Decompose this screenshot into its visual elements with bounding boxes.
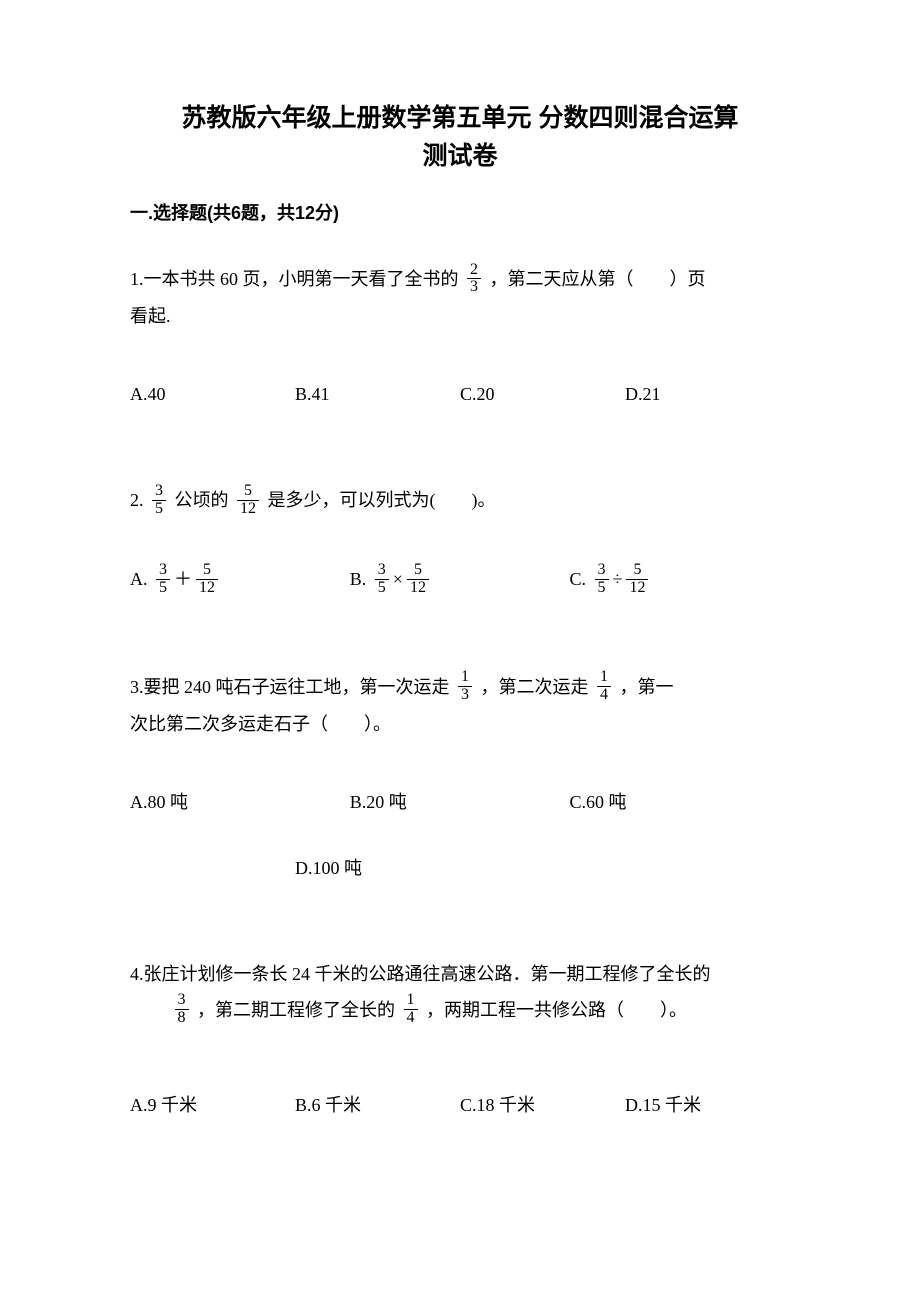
q2-optB-f1: 3 5 <box>375 562 389 597</box>
q2-optC-f2: 5 12 <box>626 562 648 597</box>
title-line-1: 苏教版六年级上册数学第五单元 分数四则混合运算 <box>130 100 790 138</box>
q1-text-a: 1.一本书共 60 页，小明第一天看了全书的 <box>130 269 459 289</box>
q3-fraction-2: 1 4 <box>597 669 611 704</box>
q2-optA-f2: 5 12 <box>196 562 218 597</box>
q2-optA-f1: 3 5 <box>156 562 170 597</box>
section-1-header: 一.选择题(共6题，共12分) <box>130 199 790 225</box>
q1-option-c: C.20 <box>460 376 625 412</box>
q2-text: 2. 3 5 公顷的 5 12 是多少，可以列式为( )。 <box>130 482 790 519</box>
q1-options: A.40 B.41 C.20 D.21 <box>130 376 790 412</box>
q3-text-a: 3.要把 240 吨石子运往工地，第一次运走 <box>130 677 450 697</box>
title-line-2: 测试卷 <box>130 138 790 176</box>
q3-text: 3.要把 240 吨石子运往工地，第一次运走 1 3 ，第二次运走 1 4 ，第… <box>130 669 790 742</box>
q3-text-c: ，第一 <box>620 677 674 697</box>
q4-option-c: C.18 千米 <box>460 1087 625 1123</box>
q2-option-b: B. 3 5 × 5 12 <box>350 561 570 598</box>
q3-fraction-1: 1 3 <box>458 669 472 704</box>
q4-option-d: D.15 千米 <box>625 1087 790 1123</box>
q4-text: 4.张庄计划修一条长 24 千米的公路通往高速公路．第一期工程修了全长的 3 8… <box>130 956 790 1029</box>
q1-text-b: ，第二天应从第（ ）页 <box>490 269 706 289</box>
q3-option-b: B.20 吨 <box>350 784 570 820</box>
q4-option-b: B.6 千米 <box>295 1087 460 1123</box>
q2-option-c: C. 3 5 ÷ 5 12 <box>570 561 790 598</box>
q4-text-a: 4.张庄计划修一条长 24 千米的公路通往高速公路．第一期工程修了全长的 <box>130 964 711 984</box>
q2-fraction-2: 5 12 <box>237 483 259 518</box>
q3-text-b: ，第二次运走 <box>481 677 589 697</box>
q2-text-a: 2. <box>130 490 144 510</box>
q1-text-c: 看起. <box>130 306 171 326</box>
q2-options: A. 3 5 ＋ 5 12 B. 3 5 × 5 12 C. 3 5 <box>130 561 790 598</box>
q1-option-a: A.40 <box>130 376 295 412</box>
question-1: 1.一本书共 60 页，小明第一天看了全书的 2 3 ，第二天应从第（ ）页 看… <box>130 261 790 412</box>
q2-optC-f1: 3 5 <box>595 562 609 597</box>
q2-text-c: 是多少，可以列式为( )。 <box>268 490 496 510</box>
q3-option-d: D.100 吨 <box>130 850 790 886</box>
q4-text-c: ，两期工程一共修公路（ ）。 <box>426 1000 687 1020</box>
question-4: 4.张庄计划修一条长 24 千米的公路通往高速公路．第一期工程修了全长的 3 8… <box>130 956 790 1123</box>
q1-text: 1.一本书共 60 页，小明第一天看了全书的 2 3 ，第二天应从第（ ）页 看… <box>130 261 790 334</box>
q2-optB-f2: 5 12 <box>407 562 429 597</box>
q4-options: A.9 千米 B.6 千米 C.18 千米 D.15 千米 <box>130 1087 790 1123</box>
q4-option-a: A.9 千米 <box>130 1087 295 1123</box>
q3-option-c: C.60 吨 <box>570 784 790 820</box>
q2-fraction-1: 3 5 <box>152 483 166 518</box>
q2-text-b: 公顷的 <box>175 490 229 510</box>
q1-fraction: 2 3 <box>467 262 481 297</box>
q1-option-d: D.21 <box>625 376 790 412</box>
q4-fraction-2: 1 4 <box>404 992 418 1027</box>
q4-fraction-1: 3 8 <box>175 992 189 1027</box>
q4-text-b: ，第二期工程修了全长的 <box>197 1000 395 1020</box>
q1-option-b: B.41 <box>295 376 460 412</box>
question-2: 2. 3 5 公顷的 5 12 是多少，可以列式为( )。 A. 3 5 ＋ 5… <box>130 482 790 598</box>
question-3: 3.要把 240 吨石子运往工地，第一次运走 1 3 ，第二次运走 1 4 ，第… <box>130 669 790 886</box>
page-title: 苏教版六年级上册数学第五单元 分数四则混合运算 测试卷 <box>130 100 790 175</box>
q3-options: A.80 吨 B.20 吨 C.60 吨 D.100 吨 <box>130 784 790 886</box>
q3-text-d: 次比第二次多运走石子（ ）。 <box>130 714 391 734</box>
q3-option-a: A.80 吨 <box>130 784 350 820</box>
q2-option-a: A. 3 5 ＋ 5 12 <box>130 561 350 598</box>
